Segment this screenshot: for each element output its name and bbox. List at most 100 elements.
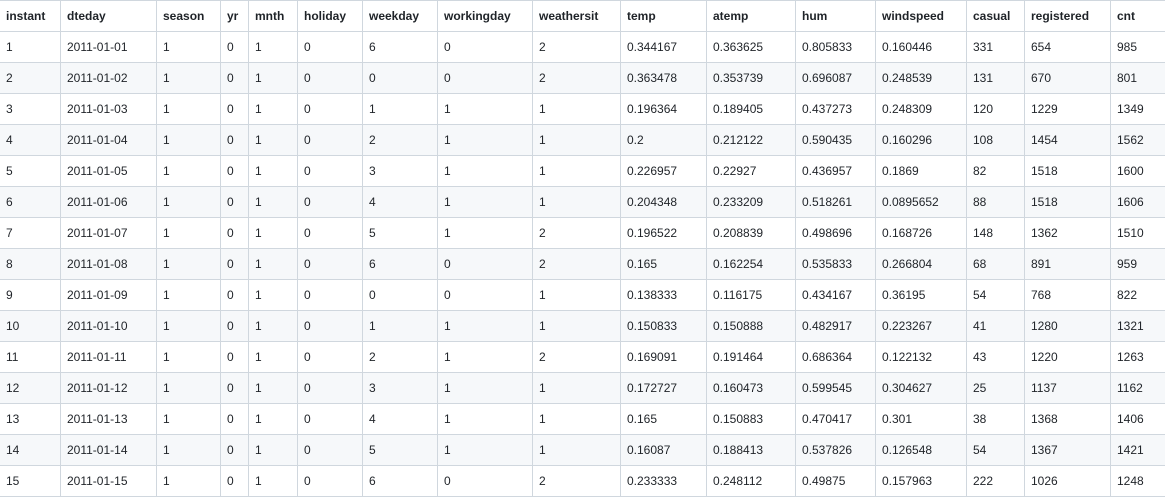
table-row: 2 2011-01-02 1 0 1 0 0 0 2 0.363478 0.353739 0.6960… [0,62,1165,94]
cell-workingday: 1 [437,434,533,466]
table-row: 1 2011-01-01 1 0 1 0 6 0 2 0.344167 0.363625 0.8058… [0,31,1165,63]
cell-holiday: 0 [297,248,363,280]
cell-holiday: 0 [297,186,363,218]
cell-instant: 8 [0,248,61,280]
cell-temp: 0.16087 [620,434,707,466]
cell-casual: 38 [966,403,1025,435]
cell-season: 1 [156,217,221,249]
cell-yr: 0 [220,465,249,497]
cell-windspeed: 0.122132 [875,341,967,373]
cell-weathersit: 1 [532,372,621,404]
cell-weekday: 6 [362,248,438,280]
cell-registered: 1026 [1024,465,1111,497]
cell-mnth: 1 [248,124,298,156]
cell-cnt: 801 [1110,62,1165,94]
table-row: 8 2011-01-08 1 0 1 0 6 0 2 0.165 0.162254 0.535833 0… [0,248,1165,280]
cell-windspeed: 0.168726 [875,217,967,249]
cell-atemp: 0.116175 [706,279,796,311]
cell-instant: 9 [0,279,61,311]
cell-holiday: 0 [297,93,363,125]
cell-holiday: 0 [297,124,363,156]
cell-holiday: 0 [297,62,363,94]
cell-holiday: 0 [297,31,363,63]
cell-hum: 0.696087 [795,62,876,94]
cell-temp: 0.196522 [620,217,707,249]
cell-casual: 43 [966,341,1025,373]
cell-season: 1 [156,372,221,404]
column-header-registered: registered [1024,0,1111,32]
cell-season: 1 [156,186,221,218]
cell-weekday: 5 [362,434,438,466]
cell-dteday: 2011-01-14 [60,434,157,466]
table-row: 11 2011-01-11 1 0 1 0 2 1 2 0.169091 0.191464 0.686… [0,341,1165,373]
cell-windspeed: 0.160446 [875,31,967,63]
column-header-casual: casual [966,0,1025,32]
column-header-hum: hum [795,0,876,32]
cell-weathersit: 1 [532,186,621,218]
cell-mnth: 1 [248,372,298,404]
cell-season: 1 [156,465,221,497]
cell-temp: 0.165 [620,248,707,280]
cell-temp: 0.204348 [620,186,707,218]
cell-weekday: 6 [362,31,438,63]
cell-temp: 0.2 [620,124,707,156]
cell-yr: 0 [220,310,249,342]
cell-dteday: 2011-01-13 [60,403,157,435]
cell-temp: 0.344167 [620,31,707,63]
cell-mnth: 1 [248,217,298,249]
cell-windspeed: 0.1869 [875,155,967,187]
cell-dteday: 2011-01-11 [60,341,157,373]
cell-hum: 0.518261 [795,186,876,218]
table-row: 6 2011-01-06 1 0 1 0 4 1 1 0.204348 0.233209 0.5182… [0,186,1165,218]
cell-mnth: 1 [248,248,298,280]
cell-weekday: 1 [362,310,438,342]
cell-weathersit: 2 [532,217,621,249]
cell-season: 1 [156,279,221,311]
cell-hum: 0.436957 [795,155,876,187]
cell-registered: 1137 [1024,372,1111,404]
cell-casual: 131 [966,62,1025,94]
cell-season: 1 [156,155,221,187]
cell-instant: 4 [0,124,61,156]
cell-dteday: 2011-01-04 [60,124,157,156]
cell-atemp: 0.248112 [706,465,796,497]
table-row: 4 2011-01-04 1 0 1 0 2 1 1 0.2 0.212122 0.590435 0.1… [0,124,1165,156]
cell-workingday: 0 [437,279,533,311]
cell-cnt: 1263 [1110,341,1165,373]
cell-windspeed: 0.160296 [875,124,967,156]
cell-registered: 1280 [1024,310,1111,342]
cell-season: 1 [156,341,221,373]
cell-windspeed: 0.223267 [875,310,967,342]
cell-cnt: 959 [1110,248,1165,280]
cell-weathersit: 1 [532,124,621,156]
cell-instant: 15 [0,465,61,497]
table-header: instant dteday season yr mnth holiday weekday w… [0,0,1165,32]
table-row: 13 2011-01-13 1 0 1 0 4 1 1 0.165 0.150883 0.470417… [0,403,1165,435]
cell-temp: 0.165 [620,403,707,435]
cell-registered: 1454 [1024,124,1111,156]
cell-cnt: 1600 [1110,155,1165,187]
cell-yr: 0 [220,186,249,218]
cell-holiday: 0 [297,217,363,249]
cell-weathersit: 2 [532,31,621,63]
cell-windspeed: 0.266804 [875,248,967,280]
cell-yr: 0 [220,341,249,373]
cell-mnth: 1 [248,403,298,435]
cell-weathersit: 1 [532,310,621,342]
cell-yr: 0 [220,124,249,156]
cell-holiday: 0 [297,434,363,466]
cell-casual: 108 [966,124,1025,156]
column-header-holiday: holiday [297,0,363,32]
cell-casual: 25 [966,372,1025,404]
cell-hum: 0.599545 [795,372,876,404]
table-row: 10 2011-01-10 1 0 1 0 1 1 1 0.150833 0.150888 0.482… [0,310,1165,342]
cell-atemp: 0.189405 [706,93,796,125]
cell-weekday: 2 [362,341,438,373]
cell-mnth: 1 [248,465,298,497]
cell-atemp: 0.160473 [706,372,796,404]
cell-holiday: 0 [297,465,363,497]
cell-weathersit: 2 [532,62,621,94]
cell-atemp: 0.212122 [706,124,796,156]
cell-dteday: 2011-01-09 [60,279,157,311]
